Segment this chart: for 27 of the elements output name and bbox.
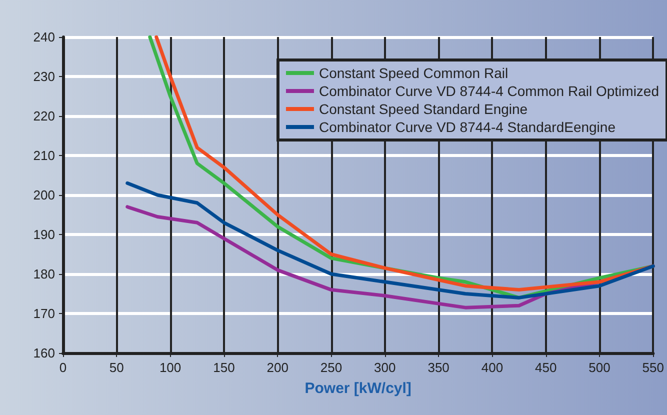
x-tick-label: 450: [535, 360, 557, 375]
y-tick-label: 160: [33, 346, 55, 360]
legend-label: Combinator Curve VD 8744-4 Common Rail Optimized: [318, 83, 660, 99]
x-tick-label: 400: [481, 360, 504, 375]
line-series: [126, 181, 655, 300]
legend-label: Combinator Curve VD 8744-4 StandardEengine: [318, 119, 616, 135]
x-tick-label: 350: [428, 360, 450, 375]
y-tick-label: 180: [33, 266, 55, 282]
x-tick-label: 250: [320, 360, 342, 375]
x-tick-label: 100: [159, 360, 182, 375]
x-axis-title: Power [kW/cyl]: [304, 380, 412, 397]
x-tick-label: 200: [266, 360, 288, 375]
x-tick-label: 500: [588, 360, 610, 375]
x-tick-label: 150: [213, 360, 235, 375]
y-tick-label: 220: [33, 108, 55, 124]
y-tick-label: 210: [33, 148, 55, 163]
y-tick-label: 240: [33, 30, 55, 44]
y-tick-label: 170: [33, 306, 55, 321]
x-tick-label: 50: [109, 360, 124, 375]
y-tick-label: 190: [33, 227, 55, 242]
x-tick-label: 550: [642, 360, 664, 375]
x-tick-label: 300: [374, 360, 396, 375]
legend-label: Constant Speed Common Rail: [318, 65, 508, 81]
y-tick-label: 200: [33, 188, 55, 202]
x-tick-label: 0: [59, 360, 67, 375]
legend-label: Constant Speed Standard Engine: [318, 101, 528, 117]
y-tick-label: 230: [33, 69, 55, 84]
